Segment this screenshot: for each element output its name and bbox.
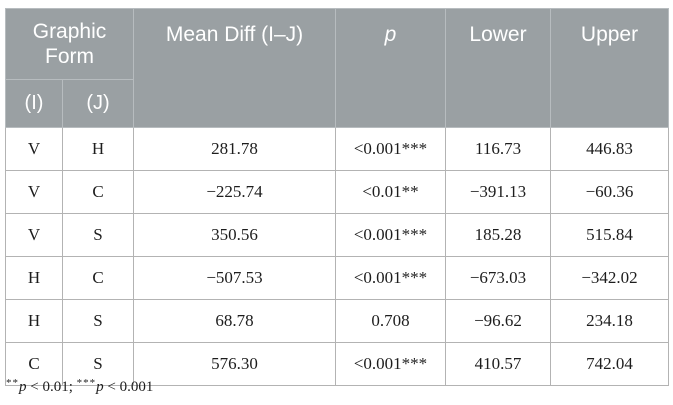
- cell-lower: 410.57: [445, 342, 552, 386]
- header-graphic-form: Graphic Form: [4, 7, 135, 81]
- cell-lower: −391.13: [445, 170, 552, 214]
- cell-mean-diff: 68.78: [133, 299, 337, 343]
- cell-mean-diff: 350.56: [133, 213, 337, 257]
- cell-j: S: [61, 213, 135, 257]
- header-upper: Upper: [550, 8, 670, 128]
- footnote-p-italic: p: [96, 379, 104, 395]
- cell-p: <0.001***: [335, 213, 447, 257]
- footnote-stars-2: **: [6, 377, 19, 389]
- cell-j: H: [61, 127, 135, 171]
- footnote-threshold-2: < 0.001: [103, 379, 154, 395]
- cell-mean-diff: 281.78: [133, 127, 337, 171]
- header-col-j: (J): [61, 79, 135, 128]
- posthoc-comparison-table: Graphic Form Mean Diff (I–J) p Lower Upp…: [4, 7, 670, 386]
- cell-p: <0.001***: [335, 342, 447, 386]
- table-row: C S 576.30 <0.001*** 410.57 742.04: [5, 342, 670, 386]
- footnote-p-italic: p: [19, 379, 27, 395]
- cell-j: C: [61, 170, 135, 214]
- footnote-threshold-1: < 0.01;: [26, 379, 77, 395]
- footnote-stars-3: ***: [76, 377, 97, 389]
- header-row-sub: (I) (J): [5, 79, 669, 128]
- cell-upper: −60.36: [550, 170, 670, 214]
- cell-i: H: [5, 256, 63, 300]
- header-p-value: p: [335, 8, 447, 128]
- table-row: V C −225.74 <0.01** −391.13 −60.36: [5, 170, 670, 214]
- cell-upper: 234.18: [550, 299, 670, 343]
- cell-i: V: [5, 127, 63, 171]
- header-row-top: Graphic Form Mean Diff (I–J) p Lower Upp…: [4, 7, 670, 128]
- cell-mean-diff: −225.74: [133, 170, 337, 214]
- cell-upper: 446.83: [550, 127, 670, 171]
- cell-upper: 515.84: [550, 213, 670, 257]
- header-lower: Lower: [445, 8, 552, 128]
- table-body: V H 281.78 <0.001*** 116.73 446.83 V C −…: [5, 127, 670, 386]
- cell-i: C: [5, 342, 63, 386]
- cell-p: <0.01**: [335, 170, 447, 214]
- table-row: V S 350.56 <0.001*** 185.28 515.84: [5, 213, 670, 257]
- cell-lower: 116.73: [445, 127, 552, 171]
- cell-j: S: [61, 342, 135, 386]
- cell-i: V: [5, 170, 63, 214]
- cell-p: <0.001***: [335, 256, 447, 300]
- table-row: H S 68.78 0.708 −96.62 234.18: [5, 299, 670, 343]
- cell-i: H: [5, 299, 63, 343]
- cell-lower: 185.28: [445, 213, 552, 257]
- table-row: V H 281.78 <0.001*** 116.73 446.83: [5, 127, 670, 171]
- cell-upper: 742.04: [550, 342, 670, 386]
- cell-lower: −96.62: [445, 299, 552, 343]
- header-mean-diff: Mean Diff (I–J): [133, 8, 337, 128]
- cell-mean-diff: −507.53: [133, 256, 337, 300]
- cell-j: S: [61, 299, 135, 343]
- cell-lower: −673.03: [445, 256, 552, 300]
- cell-j: C: [61, 256, 135, 300]
- significance-footnote: **p < 0.01; ***p < 0.001: [6, 377, 153, 396]
- cell-upper: −342.02: [550, 256, 670, 300]
- cell-mean-diff: 576.30: [133, 342, 337, 386]
- table-header: Graphic Form Mean Diff (I–J) p Lower Upp…: [4, 7, 670, 128]
- cell-p: 0.708: [335, 299, 447, 343]
- table-row: H C −507.53 <0.001*** −673.03 −342.02: [5, 256, 670, 300]
- cell-i: V: [5, 213, 63, 257]
- header-col-i: (I): [5, 79, 63, 128]
- cell-p: <0.001***: [335, 127, 447, 171]
